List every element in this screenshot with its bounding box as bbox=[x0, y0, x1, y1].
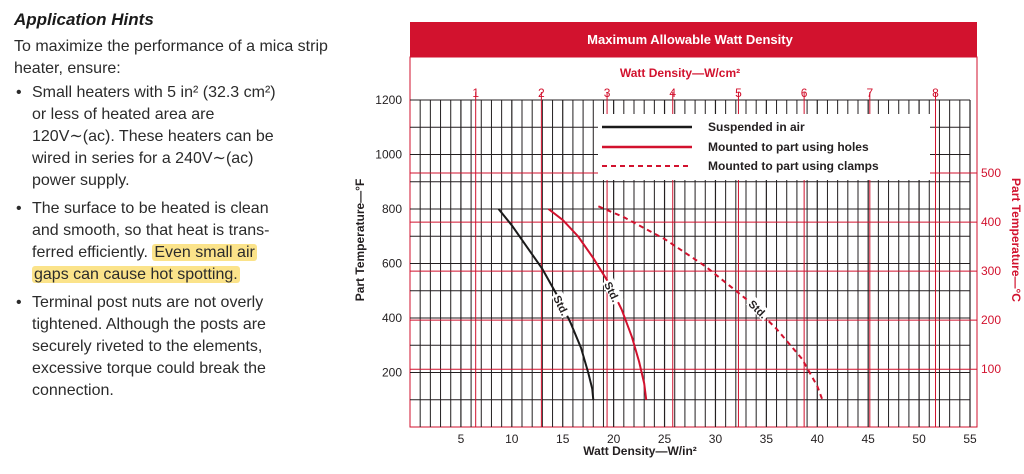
x-tick-label: 50 bbox=[912, 432, 926, 446]
hint-line: or less of heated area are bbox=[32, 106, 215, 123]
hint-bullet: Small heaters with 5 in² (32.3 cm²) or l… bbox=[14, 82, 344, 192]
y-tick-label: 200 bbox=[382, 366, 402, 380]
highlighted-text: Even small air bbox=[152, 244, 257, 261]
x2-tick-label: 1 bbox=[472, 86, 479, 100]
y2-tick-label: 100 bbox=[981, 362, 1001, 376]
hint-line: 120V∼(ac). These heaters can be bbox=[32, 128, 274, 145]
x2-tick-label: 6 bbox=[801, 86, 808, 100]
x-tick-label: 5 bbox=[458, 432, 465, 446]
y2-tick-label: 300 bbox=[981, 264, 1001, 278]
y-tick-label: 600 bbox=[382, 257, 402, 271]
x-tick-label: 25 bbox=[658, 432, 672, 446]
x2-tick-label: 4 bbox=[669, 86, 676, 100]
hint-line: connection. bbox=[32, 382, 114, 399]
curve-label-bg bbox=[602, 277, 624, 305]
series-line-2 bbox=[597, 205, 824, 401]
legend-label-clamps: Mounted to part using clamps bbox=[708, 159, 879, 173]
watt-density-chart: Maximum Allowable Watt Density Watt Dens… bbox=[340, 0, 1024, 469]
x2-tick-label: 8 bbox=[932, 86, 939, 100]
y2-tick-label: 400 bbox=[981, 215, 1001, 229]
hint-bullet: The surface to be heated is clean and sm… bbox=[14, 198, 344, 286]
curve-label-bg bbox=[551, 291, 573, 319]
x2-tick-label: 2 bbox=[538, 86, 545, 100]
series: Std.Std.Std. bbox=[497, 205, 824, 401]
x-tick-label: 40 bbox=[811, 432, 825, 446]
chart-svg: Maximum Allowable Watt Density Watt Dens… bbox=[353, 22, 1023, 458]
hint-bullet: Terminal post nuts are not overly tighte… bbox=[14, 292, 344, 402]
x-axis-label: Watt Density—W/in² bbox=[583, 444, 697, 458]
tick-labels: 5 10 15 20 25 30 35 40 45 50 552004006008001000120… bbox=[375, 86, 1001, 446]
x2-tick-label: 3 bbox=[604, 86, 611, 100]
legend: Suspended in air Mounted to part using h… bbox=[598, 114, 930, 180]
hint-line: excessive torque could break the bbox=[32, 360, 266, 377]
grid bbox=[410, 92, 977, 427]
x-tick-label: 10 bbox=[505, 432, 519, 446]
x2-axis-label: Watt Density—W/cm² bbox=[620, 66, 740, 80]
hint-line: tightened. Although the posts are bbox=[32, 316, 266, 333]
hint-line: wired in series for a 240V∼(ac) bbox=[32, 150, 254, 167]
hint-line: ferred efficiently. bbox=[32, 244, 148, 261]
application-hints: Application Hints To maximize the perfor… bbox=[14, 10, 344, 408]
chart-frame bbox=[409, 56, 978, 428]
hint-line: Terminal post nuts are not overly bbox=[32, 294, 264, 311]
y-tick-label: 400 bbox=[382, 311, 402, 325]
x2-tick-label: 5 bbox=[735, 86, 742, 100]
legend-label-air: Suspended in air bbox=[708, 120, 805, 134]
hint-line: and smooth, so that heat is trans- bbox=[32, 222, 270, 239]
x-tick-label: 20 bbox=[607, 432, 621, 446]
hints-list: Small heaters with 5 in² (32.3 cm²) or l… bbox=[14, 82, 344, 402]
hint-line: The surface to be heated is clean bbox=[32, 200, 269, 217]
x-tick-label: 15 bbox=[556, 432, 570, 446]
chart-title-bar bbox=[410, 22, 977, 57]
x-tick-label: 45 bbox=[862, 432, 876, 446]
x-tick-label: 55 bbox=[963, 432, 977, 446]
y-axis-label: Part Temperature—°F bbox=[353, 179, 367, 302]
hint-line: Small heaters with 5 in² (32.3 cm²) bbox=[32, 84, 276, 101]
y2-axis-label: Part Temperature—°C bbox=[1009, 178, 1023, 302]
hint-line: securely riveted to the elements, bbox=[32, 338, 263, 355]
hints-intro: To maximize the performance of a mica st… bbox=[14, 38, 328, 77]
x2-tick-label: 7 bbox=[866, 86, 873, 100]
x-tick-label: 30 bbox=[709, 432, 723, 446]
x-tick-label: 35 bbox=[760, 432, 774, 446]
y2-tick-label: 200 bbox=[981, 313, 1001, 327]
curve-label-bg bbox=[745, 295, 772, 322]
hint-line: power supply. bbox=[32, 172, 130, 189]
chart-title: Maximum Allowable Watt Density bbox=[587, 32, 793, 47]
y-tick-label: 1200 bbox=[375, 93, 402, 107]
hints-title: Application Hints bbox=[14, 10, 154, 29]
legend-label-holes: Mounted to part using holes bbox=[708, 140, 869, 154]
highlighted-text: gaps can cause hot spotting. bbox=[32, 266, 240, 283]
y-tick-label: 800 bbox=[382, 202, 402, 216]
y-tick-label: 1000 bbox=[375, 148, 402, 162]
y2-tick-label: 500 bbox=[981, 166, 1001, 180]
